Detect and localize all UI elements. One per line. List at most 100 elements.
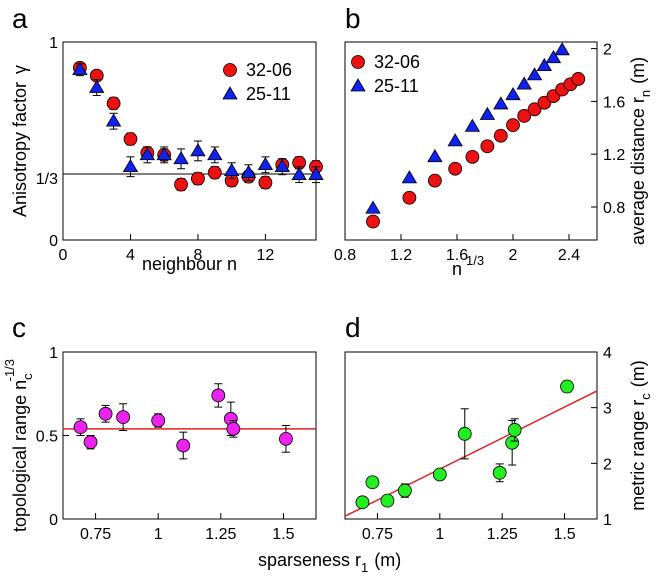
panel-a: a 0 4 8 12 0 1/3 1 32-06 25-11 neighbour n Anisotro…	[10, 3, 324, 274]
data-point-circle	[258, 175, 273, 190]
data-point-circle	[492, 465, 507, 480]
y-axis-label-text: metric range r	[628, 400, 648, 511]
x-tick-label: 1.5	[553, 526, 575, 543]
x-tick-label: 8	[193, 247, 202, 264]
x-tick-label: 1.25	[205, 526, 236, 543]
data-point-triangle	[493, 96, 509, 110]
data-point-triangle	[479, 106, 496, 120]
data-point-triangle	[447, 133, 463, 147]
x-axis-label-unit: (m)	[374, 550, 401, 570]
data-point-circle	[83, 435, 98, 450]
y-axis-label: metric range rc (m)	[628, 360, 653, 511]
data-point-circle	[207, 165, 222, 180]
data-point-triangle	[223, 162, 240, 177]
data-point-triangle	[190, 143, 206, 157]
panel-b: b 0.8 1.2 1.6 2 2.4 0.8 1.2 1.6 2 32-06 25-11 n 1/3 av…	[334, 3, 653, 279]
data-point-triangle	[156, 147, 172, 161]
x-tick-label: 0.75	[362, 526, 393, 543]
data-point-triangle	[308, 166, 324, 180]
x-tick-label: 1.25	[487, 526, 518, 543]
y-tick-label: 1/3	[36, 171, 58, 188]
y-tick-label: 3	[603, 401, 612, 418]
x-tick-label: 1.2	[390, 247, 412, 264]
y-axis-label-sub: c	[20, 373, 35, 380]
y-tick-label: 1	[49, 345, 58, 362]
legend-marker-triangle	[350, 78, 366, 92]
data-point-circle	[116, 410, 131, 425]
data-point-triangle	[105, 113, 122, 127]
series-25-11	[365, 42, 570, 214]
data-point-circle	[176, 438, 191, 453]
data-point-circle	[355, 495, 370, 510]
data-point-circle	[527, 102, 542, 117]
data-point-triangle	[505, 87, 521, 101]
data-point-circle	[397, 483, 412, 498]
data-point-circle	[98, 406, 113, 421]
data-point-circle	[73, 420, 88, 435]
data-point-circle	[506, 118, 520, 133]
x-tick-label: 12	[257, 247, 275, 264]
data-point-circle	[571, 72, 586, 86]
data-point-triangle	[464, 118, 481, 132]
data-point-circle	[480, 139, 495, 154]
data-point-triangle	[427, 149, 443, 163]
data-point-triangle	[526, 67, 543, 81]
data-point-triangle	[207, 147, 223, 161]
series-32-06	[366, 72, 586, 229]
legend-label: 32-06	[374, 52, 420, 72]
data-point-circle	[174, 177, 188, 192]
x-tick-label: 1	[154, 526, 163, 543]
x-tick-label: 2	[509, 247, 518, 264]
y-tick-label: 0.8	[603, 200, 625, 217]
y-axis-label: average distance rn (m)	[628, 57, 653, 245]
data-point-circle	[366, 214, 380, 229]
data-point-circle	[226, 421, 241, 436]
x-axis-label-sub: 1	[361, 560, 368, 575]
x-tick-label: 0	[59, 247, 68, 264]
data-point-triangle	[89, 79, 105, 93]
plot-frame	[344, 351, 598, 520]
data-point-triangle	[274, 158, 290, 173]
legend-marker-triangle	[222, 86, 238, 100]
data-point-triangle	[536, 57, 553, 72]
x-tick-label: 0.75	[80, 526, 111, 543]
data-point-circle	[279, 431, 293, 446]
y-tick-label: 1	[603, 512, 612, 529]
plot-frame	[62, 41, 317, 241]
y-tick-label: 1.2	[603, 147, 625, 164]
y-tick-label: 2	[603, 456, 612, 473]
data-point-circle	[493, 128, 508, 143]
data-point-triangle	[72, 61, 88, 76]
x-axis-label-text: n	[452, 259, 462, 279]
x-axis-label: sparseness r1 (m)	[258, 550, 401, 575]
panel-letter: c	[12, 312, 26, 343]
y-axis-label-symbol: γ	[10, 65, 30, 74]
series-data	[73, 383, 293, 460]
data-point-triangle	[516, 76, 532, 90]
y-tick-label: 2	[603, 42, 612, 59]
x-tick-label: 1.6	[446, 247, 468, 264]
y-axis-label-sup: -1/3	[2, 359, 17, 381]
data-point-circle	[123, 132, 138, 146]
data-point-circle	[505, 435, 520, 450]
legend-label: 32-06	[246, 60, 292, 80]
data-point-circle	[151, 413, 166, 428]
data-point-circle	[432, 467, 447, 482]
data-point-circle	[365, 475, 380, 490]
data-point-circle	[457, 426, 472, 441]
y-tick-label: 0	[49, 512, 58, 529]
data-point-triangle	[554, 42, 570, 56]
panel-letter: d	[345, 312, 361, 343]
plot-frame	[344, 41, 598, 241]
panel-letter: b	[345, 3, 361, 34]
data-point-circle	[517, 109, 532, 123]
data-point-circle	[380, 493, 395, 508]
data-point-circle	[211, 388, 226, 403]
data-point-triangle	[240, 164, 257, 178]
x-tick-label: 1	[435, 526, 444, 543]
x-axis-label-text: sparseness r	[258, 550, 361, 570]
y-tick-label: 0.5	[36, 429, 58, 446]
data-point-circle	[191, 171, 205, 186]
